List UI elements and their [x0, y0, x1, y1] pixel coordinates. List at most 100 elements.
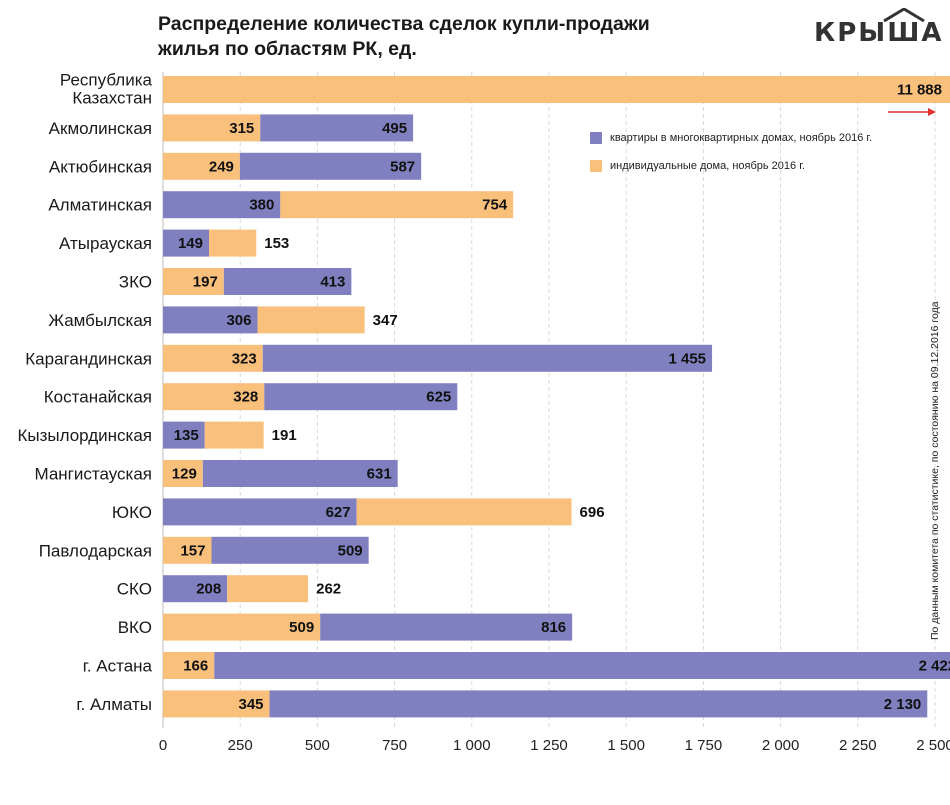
data-label-houses-15: 166 — [183, 658, 208, 675]
roof-icon — [883, 8, 925, 23]
legend-swatch-houses — [590, 160, 602, 172]
category-label-9: Кызылординская — [17, 426, 152, 445]
bar-apartments-3 — [163, 191, 281, 219]
data-label-houses-14: 509 — [289, 619, 314, 636]
data-label-apartments-15: 2 422 — [919, 658, 950, 675]
x-tick-label-8: 2 000 — [762, 737, 800, 754]
data-label-apartments-6: 306 — [226, 312, 251, 329]
category-label-3: Алматинская — [48, 196, 152, 215]
bar-apartments-8 — [264, 383, 458, 411]
category-label-4: Атырауская — [59, 234, 152, 253]
category-label-11: ЮКО — [112, 503, 152, 522]
x-tick-label-10: 2 500 — [916, 737, 950, 754]
data-label-apartments-5: 413 — [320, 274, 345, 291]
logo-text: КРЫША — [814, 18, 944, 48]
legend-swatch-apartments — [590, 132, 602, 144]
data-label-apartments-7: 1 455 — [668, 350, 706, 367]
bar-apartments-12 — [211, 536, 369, 564]
bar-houses-6 — [257, 306, 365, 334]
bar-houses-12 — [163, 536, 212, 564]
data-label-houses-1: 315 — [229, 120, 254, 137]
data-label-apartments-4: 149 — [178, 235, 203, 252]
x-tick-label-9: 2 250 — [839, 737, 877, 754]
source-note: По данным комитета по статистике, по сос… — [929, 301, 941, 640]
bar-houses-1 — [163, 114, 261, 142]
bar-houses-2 — [163, 152, 240, 180]
x-tick-label-5: 1 250 — [530, 737, 568, 754]
category-label-13: СКО — [117, 580, 152, 599]
data-label-apartments-11: 627 — [326, 504, 351, 521]
data-label-houses-12: 157 — [180, 542, 205, 559]
data-label-apartments-9: 135 — [174, 427, 199, 444]
category-label-16: г. Алматы — [76, 695, 152, 714]
legend-label-houses: индивидуальные дома, ноябрь 2016 г. — [610, 160, 805, 172]
data-label-houses-2: 249 — [209, 158, 234, 175]
bar-houses-7 — [163, 344, 263, 372]
bar-apartments-5 — [223, 268, 352, 295]
bar-apartments-16 — [269, 690, 928, 718]
category-label-8: Костанайская — [44, 388, 152, 407]
bar-houses-3 — [280, 191, 514, 219]
data-label-houses-13: 262 — [316, 581, 341, 598]
data-label-houses-5: 197 — [193, 274, 218, 291]
bar-apartments-6 — [163, 306, 258, 334]
bar-apartments-1 — [260, 114, 414, 142]
bar-apartments-13 — [163, 575, 228, 603]
data-label-houses-11: 696 — [580, 504, 605, 521]
bar-houses-5 — [163, 268, 224, 295]
bar-houses-9 — [204, 421, 264, 449]
chart-title-line-1: Распределение количества сделок купли-пр… — [158, 13, 650, 35]
bar-houses-4 — [209, 229, 257, 257]
category-label-15: г. Астана — [83, 657, 153, 676]
x-tick-label-6: 1 500 — [607, 737, 645, 754]
bar-houses-8 — [163, 383, 265, 411]
legend-item-apartments: квартиры в многоквартирных домах, ноябрь… — [590, 130, 872, 146]
category-label-0-0: Республика — [60, 71, 153, 90]
category-label-12: Павлодарская — [39, 541, 152, 560]
bar-houses-11 — [356, 498, 572, 526]
x-tick-label-4: 1 000 — [453, 737, 491, 754]
chart-title-line-2: жилья по областям РК, ед. — [158, 38, 417, 60]
data-label-houses-16: 345 — [239, 696, 264, 713]
bar-apartments-4 — [163, 229, 210, 257]
x-tick-label-7: 1 750 — [685, 737, 723, 754]
data-label-houses-10: 129 — [172, 466, 197, 483]
legend-item-houses: индивидуальные дома, ноябрь 2016 г. — [590, 158, 872, 174]
bar-apartments-7 — [262, 344, 713, 372]
bar-houses-14 — [163, 613, 321, 641]
bar-houses-10 — [163, 460, 203, 487]
bar-apartments-11 — [163, 498, 357, 526]
data-label-apartments-0: 11 888 — [897, 82, 942, 99]
data-label-apartments-1: 495 — [382, 120, 407, 137]
category-label-10: Мангистауская — [34, 465, 152, 484]
data-label-houses-8: 328 — [233, 389, 258, 406]
category-label-6: Жамбылская — [48, 311, 152, 330]
data-label-apartments-12: 509 — [338, 542, 363, 559]
bar-houses-15 — [163, 652, 215, 679]
krysha-logo: КРЫША — [814, 8, 944, 48]
bar-apartments-10 — [202, 460, 398, 487]
x-tick-label-0: 0 — [159, 737, 167, 754]
data-label-apartments-13: 208 — [196, 581, 221, 598]
data-label-apartments-3: 380 — [249, 197, 274, 214]
data-label-houses-7: 323 — [232, 350, 257, 367]
category-label-5: ЗКО — [119, 273, 152, 292]
data-label-houses-3: 754 — [482, 197, 508, 214]
data-label-houses-6: 347 — [373, 312, 398, 329]
category-label-14: ВКО — [118, 618, 152, 637]
bar-houses-13 — [227, 575, 309, 603]
bar-houses-0 — [163, 76, 950, 103]
bar-houses-16 — [163, 690, 270, 718]
x-tick-label-3: 750 — [382, 737, 407, 754]
category-label-7: Карагандинская — [25, 349, 152, 368]
data-label-apartments-16: 2 130 — [884, 696, 922, 713]
data-label-houses-4: 153 — [264, 235, 289, 252]
data-label-apartments-8: 625 — [426, 389, 451, 406]
chart-legend: квартиры в многоквартирных домах, ноябрь… — [590, 130, 872, 186]
bar-apartments-15 — [214, 652, 950, 679]
category-label-0-1: Казахстан — [72, 89, 152, 108]
data-label-apartments-14: 816 — [541, 619, 566, 636]
category-label-1: Акмолинская — [49, 119, 152, 138]
data-label-apartments-10: 631 — [367, 466, 392, 483]
